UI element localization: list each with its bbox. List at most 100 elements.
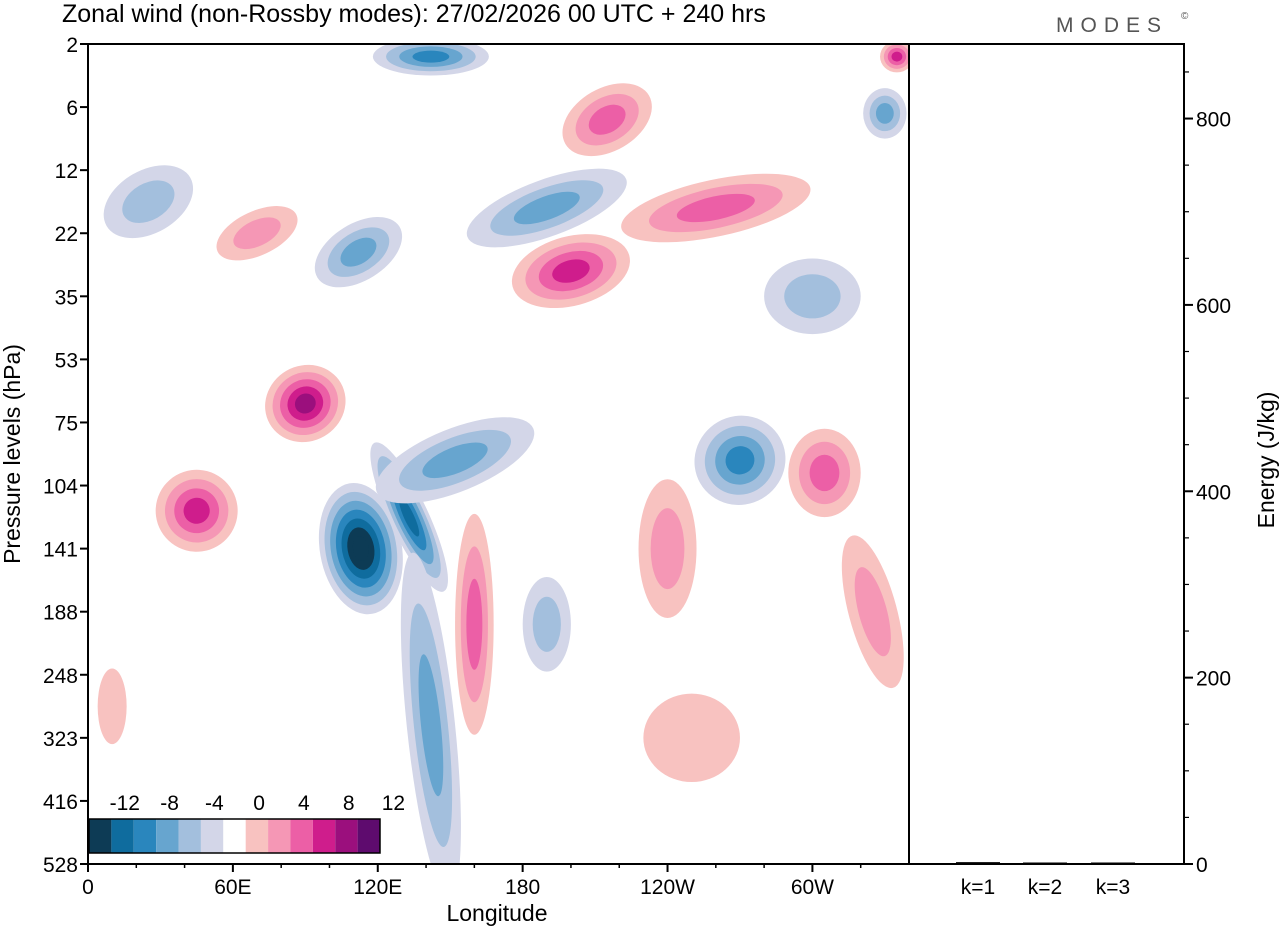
energy-panel-frame: [908, 43, 1185, 865]
wind-feature-4: [372, 44, 489, 76]
colorbar-frame: [88, 818, 381, 854]
colorbar-swatch: [133, 819, 157, 853]
wind-feature-8: [863, 88, 907, 139]
y-tick-label: 248: [43, 665, 78, 688]
colorbar-swatch: [312, 819, 336, 853]
colorbar-swatch: [156, 819, 179, 853]
y-tick-label: 75: [55, 412, 78, 435]
y-tick-label: 2: [66, 34, 78, 57]
energy-category-label: k=3: [1096, 876, 1130, 899]
energy-panel: 0 200 400 600 800 k=1 k=2 k=3: [956, 71, 1231, 899]
contour-band: [809, 454, 840, 492]
colorbar: -12 -8 -4 0 4 8 12: [88, 792, 405, 854]
wind-feature-0: [318, 483, 403, 615]
colorbar-swatch: [357, 819, 380, 853]
x-tick-label: 60W: [791, 876, 834, 899]
wind-feature-14: [511, 234, 630, 309]
contour-band: [650, 508, 685, 590]
energy-tick-label: 400: [1196, 481, 1231, 504]
y-tick-label: 141: [43, 539, 78, 562]
contour-band: [784, 274, 841, 319]
colorbar-swatch: [111, 819, 134, 853]
wind-feature-11: [522, 577, 571, 672]
contour-band: [588, 104, 626, 135]
x-tick-label: 180: [505, 876, 540, 899]
wind-shading: [97, 44, 909, 864]
energy-bar: [1091, 862, 1135, 864]
contour-band: [418, 654, 444, 797]
y-tick-label: 35: [55, 286, 78, 309]
contour-band: [412, 50, 450, 63]
energy-bar: [1023, 862, 1067, 864]
x-tick-label: 120W: [640, 876, 695, 899]
contour-band: [122, 180, 175, 223]
colorbar-swatch: [335, 819, 358, 853]
colorbar-label: -4: [205, 792, 224, 815]
wind-feature-7: [694, 415, 786, 505]
y-tick-label: 6: [66, 97, 78, 120]
y-tick-label: 12: [55, 160, 78, 183]
contour-band: [676, 193, 755, 223]
contour-band: [552, 259, 590, 283]
x-tick-label: 120E: [353, 876, 402, 899]
wind-feature-3: [375, 417, 535, 504]
contour-band: [875, 102, 894, 124]
x-axis-label: Longitude: [446, 900, 547, 926]
y-tick-label: 53: [55, 349, 78, 372]
y-tick-label: 188: [43, 602, 78, 625]
colorbar-label: -8: [160, 792, 179, 815]
contour-band: [233, 217, 281, 250]
y-axis-label: Pressure levels (hPa): [0, 344, 25, 564]
contour-band: [183, 497, 210, 524]
y-tick-label: 323: [43, 728, 78, 751]
contour-band: [352, 536, 369, 561]
contour-band: [340, 237, 377, 267]
x-tick-label: 0: [82, 876, 94, 899]
colorbar-label: 12: [382, 792, 405, 815]
contour-band: [294, 393, 316, 414]
contour-band: [399, 497, 420, 537]
wind-feature-23: [216, 206, 298, 261]
energy-axis-label: Energy (J/kg): [1253, 392, 1279, 529]
axes: 0 60E 120E 180 120W 60W 2 6 12 22 35 53 75 104 141 188 2…: [43, 34, 862, 899]
wind-feature-24: [880, 44, 909, 73]
wind-feature-21: [643, 693, 740, 783]
wind-feature-22: [97, 668, 127, 745]
colorbar-swatch: [178, 819, 201, 853]
colorbar-swatch: [223, 819, 246, 853]
colorbar-label: 8: [343, 792, 355, 815]
colorbar-swatch: [200, 819, 224, 853]
wind-feature-5: [314, 217, 403, 288]
contour-band: [891, 51, 903, 62]
y-tick-label: 22: [55, 223, 78, 246]
wind-feature-20: [562, 83, 652, 157]
colorbar-label: -12: [110, 792, 140, 815]
wind-feature-19: [841, 535, 904, 689]
contour-band: [643, 693, 740, 783]
wind-feature-15: [621, 173, 811, 243]
colorbar-label: 0: [253, 792, 265, 815]
wind-feature-18: [788, 428, 861, 518]
colorbar-label: 4: [298, 792, 310, 815]
contour-band: [97, 668, 127, 745]
energy-category-label: k=1: [961, 876, 995, 899]
wind-feature-16: [455, 513, 494, 735]
colorbar-swatch: [89, 819, 112, 853]
contour-band: [422, 442, 488, 479]
colorbar-swatch: [268, 819, 291, 853]
wind-feature-6: [466, 168, 627, 248]
wind-feature-10: [764, 258, 861, 335]
y-tick-label: 104: [43, 476, 78, 499]
y-tick-label: 528: [43, 854, 78, 877]
logo-copyright-mark: ©: [1181, 11, 1189, 22]
energy-tick-label: 0: [1196, 854, 1208, 877]
wind-feature-12: [155, 469, 238, 552]
contour-band: [513, 191, 580, 225]
x-tick-label: 60E: [214, 876, 251, 899]
energy-tick-label: 800: [1196, 109, 1231, 132]
y-tick-label: 416: [43, 791, 78, 814]
wind-feature-2: [400, 552, 461, 864]
energy-category-label: k=2: [1028, 876, 1062, 899]
energy-bar: [956, 862, 1000, 864]
